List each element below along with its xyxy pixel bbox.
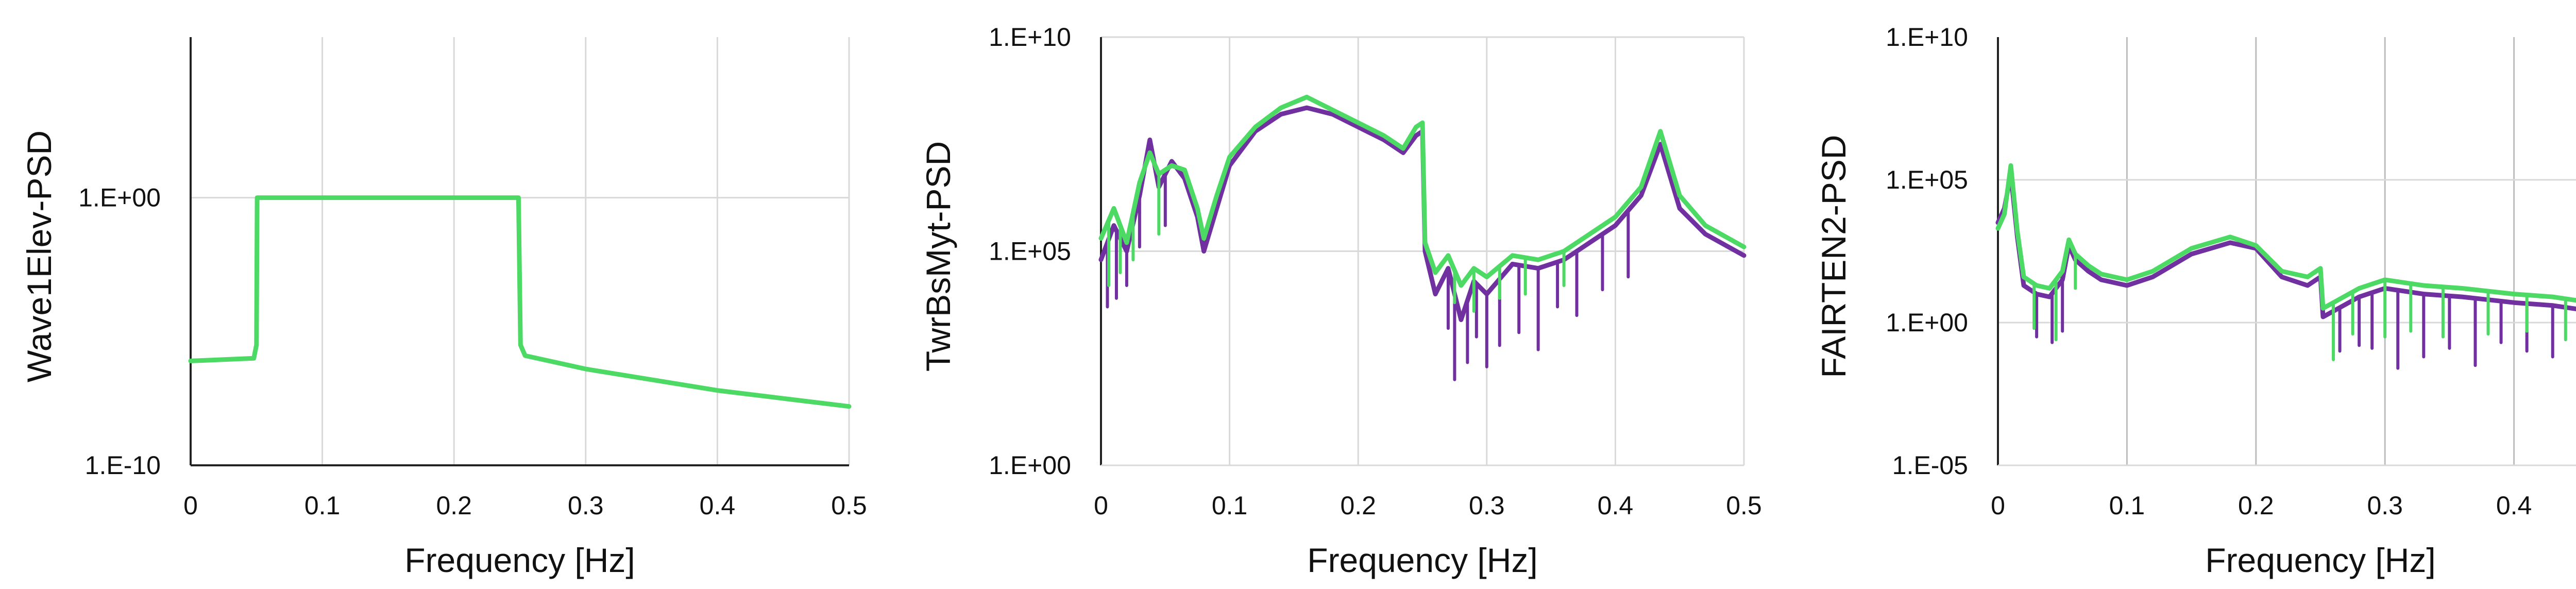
chart-twrbsmyt-psd: 0 0.1 0.2 0.3 0.4 0.5 1.E+00 1.E+05 1.E+10 Freque… <box>919 23 1762 579</box>
chart-2-xtick-label: 0.1 <box>1212 491 1248 520</box>
chart-2-xtick-label: 0.2 <box>1340 491 1376 520</box>
chart-2-ytick-label: 1.E+10 <box>989 23 1071 52</box>
chart-2-y-axis-title: TwrBsMyt-PSD <box>919 141 957 372</box>
chart-3-ytick-label: 1.E+05 <box>1886 165 1968 194</box>
chart-2-xtick-label: 0.5 <box>1726 491 1762 520</box>
chart-3-xtick-label: 0.3 <box>2367 491 2403 520</box>
chart-3-xtick-label: 0.2 <box>2238 491 2274 520</box>
chart-1-xtick-label: 0.2 <box>436 491 472 520</box>
chart-1-x-axis-title: Frequency [Hz] <box>404 541 635 579</box>
chart-1-xtick-label: 0.3 <box>568 491 604 520</box>
chart-1-xtick-label: 0.4 <box>700 491 736 520</box>
chart-2-series-purple <box>1098 105 1747 322</box>
chart-3-ytick-label: 1.E-05 <box>1892 451 1968 480</box>
chart-2-x-axis-title: Frequency [Hz] <box>1307 541 1538 579</box>
chart-2-ytick-label: 1.E+00 <box>989 451 1071 480</box>
chart-1-series-green <box>188 195 852 409</box>
chart-3-xtick-label: 0 <box>1991 491 2005 520</box>
chart-1-y-axis-title: Wave1Elev-PSD <box>20 130 58 382</box>
chart-fairten2-psd: 00.10.20.30.40.51.E-051.E+001.E+051.E+10… <box>1815 23 2576 579</box>
chart-1-ytick-label: 1.E-10 <box>85 451 161 480</box>
chart-2-xtick-label: 0.4 <box>1598 491 1634 520</box>
chart-1-xtick-label: 0 <box>183 491 198 520</box>
chart-wave1elev-psd: 0 0.1 0.2 0.3 0.4 0.5 1.E-10 1.E+00 Frequency [H… <box>20 37 867 579</box>
chart-3-series-green <box>1995 163 2576 311</box>
chart-3-xtick-label: 0.1 <box>2109 491 2145 520</box>
chart-2-ytick-label: 1.E+05 <box>989 237 1071 266</box>
chart-2-xtick-label: 0 <box>1094 491 1108 520</box>
chart-3-ytick-label: 1.E+00 <box>1886 308 1968 337</box>
chart-3-x-axis-title: Frequency [Hz] <box>2205 541 2436 579</box>
chart-2-xtick-label: 0.3 <box>1469 491 1505 520</box>
chart-3-ytick-label: 1.E+10 <box>1886 23 1968 52</box>
chart-3-series-purple <box>1995 172 2576 319</box>
chart-3-xtick-label: 0.4 <box>2496 491 2532 520</box>
chart-3-y-axis-title: FAIRTEN2-PSD <box>1815 135 1853 378</box>
chart-1-xtick-label: 0.1 <box>304 491 341 520</box>
chart-1-xtick-label: 0.5 <box>831 491 867 520</box>
chart-2-series-green <box>1098 94 1747 288</box>
chart-1-ytick-label: 1.E+00 <box>78 183 161 212</box>
